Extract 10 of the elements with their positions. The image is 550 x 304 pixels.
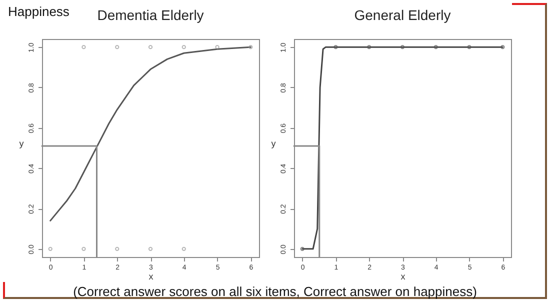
text: (Correct answer scores on all six items, Correct answer on happiness)	[73, 284, 477, 299]
x-axis-title: x	[400, 272, 406, 282]
y-axis-title: y	[271, 138, 276, 148]
chart-title: General Elderly	[354, 7, 451, 23]
line-series	[50, 46, 252, 222]
y-axis-title: y	[19, 138, 24, 148]
line-series	[302, 46, 504, 250]
chart-title: Dementia Elderly	[97, 7, 204, 23]
x-axis-title: x	[148, 272, 154, 282]
text: Happiness	[8, 4, 70, 19]
